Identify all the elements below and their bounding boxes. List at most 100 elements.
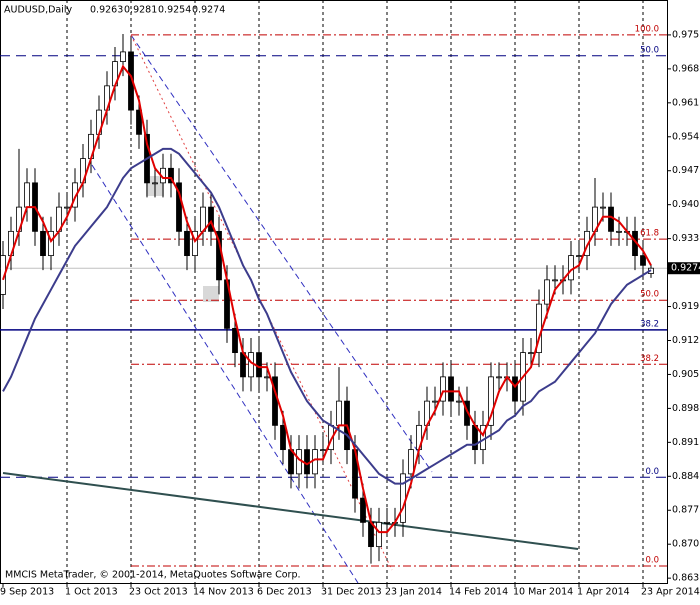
current-price-label: 0.9274 — [671, 263, 700, 274]
trend-line — [2, 472, 579, 550]
quote-open: 0.9263 — [90, 5, 123, 16]
level-label: 50.0 — [640, 290, 659, 300]
candle-body — [456, 400, 462, 403]
trend-line — [130, 34, 393, 571]
y-tick-label: 0.9195 — [672, 301, 700, 312]
current-price-box — [668, 262, 700, 275]
level-label: 38.2 — [640, 319, 659, 329]
candle-body — [120, 51, 126, 62]
x-tick-label: 9 Sep 2013 — [0, 587, 54, 598]
footer: MMCIS MetaTrader, © 2001-2014, MetaQuote… — [5, 570, 301, 581]
level-label: 0.0 — [645, 467, 659, 477]
candle-body — [496, 376, 502, 379]
candle-body — [256, 352, 262, 378]
x-tick-label: 23 Jan 2014 — [385, 587, 442, 598]
candle-body — [152, 182, 158, 185]
candle-body — [616, 230, 622, 233]
candle-body — [384, 521, 390, 524]
candle-body — [488, 376, 494, 426]
candle-body — [584, 230, 590, 257]
moving-average — [2, 64, 652, 534]
y-tick-label: 0.8635 — [672, 573, 700, 584]
moving-average — [2, 147, 652, 485]
y-tick-label: 0.9615 — [672, 97, 700, 108]
candle-body — [336, 400, 342, 426]
candle-body — [640, 255, 646, 266]
candle-body — [608, 206, 614, 232]
moving-averages — [2, 64, 652, 534]
x-tick-label: 10 Mar 2014 — [513, 587, 573, 598]
candle-body — [464, 400, 470, 426]
y-tick-label: 0.9755 — [672, 29, 700, 40]
x-tick-label: 14 Nov 2013 — [193, 587, 254, 598]
candle-body — [376, 521, 382, 548]
chart-title: AUDUSD,Daily — [4, 5, 73, 16]
candle-body — [136, 109, 142, 135]
level-label: 50.0 — [640, 45, 659, 55]
candle-body — [400, 473, 406, 523]
candle-body — [544, 279, 550, 305]
x-tick-label: 6 Dec 2013 — [257, 587, 312, 598]
y-tick-label: 0.9545 — [672, 131, 700, 142]
candle-body — [408, 449, 414, 475]
candle-body — [48, 230, 54, 257]
highlight-box — [203, 286, 219, 302]
candle-body — [232, 327, 238, 354]
levels: 100.0 61.8 50.0 38.2 0.0 50.0 38.2 0.0 — [0, 24, 667, 567]
x-tick-label: 1 Oct 2013 — [65, 587, 118, 598]
candle-body — [304, 449, 310, 475]
candle-body — [448, 376, 454, 402]
y-tick-label: 0.8705 — [672, 539, 700, 550]
y-tick-label: 0.8985 — [672, 403, 700, 414]
y-tick-label: 0.9055 — [672, 369, 700, 380]
candle-body — [512, 376, 518, 402]
candles — [0, 33, 654, 564]
candle-body — [264, 376, 270, 379]
candle-body — [440, 376, 446, 402]
candle-body — [280, 424, 286, 451]
x-tick-label: 23 Oct 2013 — [129, 587, 188, 598]
candle-body — [320, 449, 326, 452]
candle-body — [432, 400, 438, 403]
candle-body — [576, 255, 582, 258]
y-tick-label: 0.9475 — [672, 165, 700, 176]
y-tick-label: 0.9125 — [672, 335, 700, 346]
level-label: 38.2 — [640, 354, 659, 364]
y-tick-label: 0.8915 — [672, 437, 700, 448]
x-tick-label: 31 Dec 2013 — [321, 587, 382, 598]
candle-body — [208, 206, 214, 232]
candle-body — [248, 352, 254, 378]
y-tick-label: 0.9405 — [672, 199, 700, 210]
candle-body — [176, 182, 182, 232]
candle-body — [72, 182, 78, 208]
quote-low: 0.9254 — [158, 5, 191, 16]
candle-body — [528, 352, 534, 355]
candle-body — [168, 167, 174, 184]
y-tick-label: 0.8845 — [672, 471, 700, 482]
channel-line — [130, 34, 433, 473]
y-tick-label: 0.9685 — [672, 63, 700, 74]
candle-body — [184, 230, 190, 257]
axis: 0.9755 0.9685 0.9615 0.9545 0.9475 0.9405 0.93… — [0, 29, 700, 598]
x-tick-label: 23 Apr 2014 — [641, 587, 700, 598]
candle-body — [64, 206, 70, 209]
candle-body — [312, 449, 318, 475]
candle-body — [192, 230, 198, 257]
candle-body — [24, 182, 30, 208]
y-tick-label: 0.9335 — [672, 233, 700, 244]
quote-close: 0.9274 — [192, 5, 225, 16]
plot-frame — [0, 0, 668, 584]
level-label: 0.0 — [645, 556, 659, 566]
x-tick-label: 14 Feb 2014 — [449, 587, 508, 598]
candle-body — [600, 206, 606, 209]
level-label: 100.0 — [635, 24, 659, 34]
x-tick-label: 1 Apr 2014 — [577, 587, 630, 598]
candle-body — [552, 279, 558, 282]
quote-high: 0.9281 — [124, 5, 157, 16]
candle-body — [568, 255, 574, 281]
level-label: 61.8 — [640, 229, 659, 239]
candle-body — [296, 449, 302, 475]
candle-body — [360, 497, 366, 523]
